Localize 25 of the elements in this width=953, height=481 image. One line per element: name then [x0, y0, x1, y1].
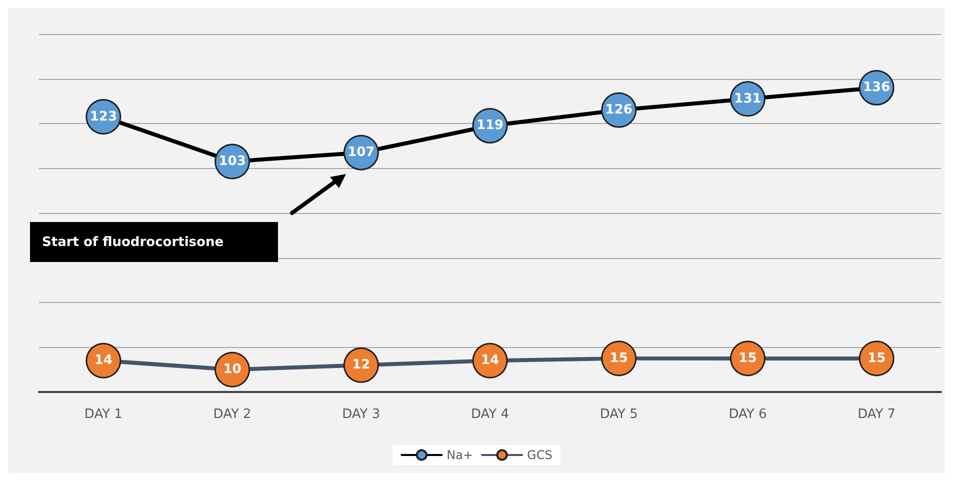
data-label: 131	[734, 91, 762, 106]
x-tick-label: DAY 1	[84, 407, 122, 422]
note-box: Start of fluodrocortisone	[30, 222, 278, 262]
data-label: 136	[863, 80, 890, 96]
data-label: 14	[480, 353, 500, 368]
x-tick-label: DAY 7	[858, 407, 896, 422]
data-label: 15	[610, 350, 628, 366]
data-label: 14	[94, 353, 112, 368]
x-tick-label: DAY 4	[470, 407, 510, 422]
legend-label: Na+	[446, 448, 474, 462]
data-label: 119	[476, 118, 504, 134]
legend-label: GCS	[527, 448, 552, 462]
data-label: 126	[605, 102, 632, 118]
x-tick-label: DAY 6	[728, 407, 767, 422]
annotation: Start of fluodrocortisone	[42, 234, 224, 250]
x-tick-label: DAY 5	[600, 407, 638, 422]
data-label: 10	[223, 362, 242, 378]
data-label: 103	[218, 154, 246, 170]
data-label: 15	[738, 350, 757, 366]
data-label: 12	[352, 358, 370, 373]
data-label: 107	[348, 145, 375, 160]
data-label: 123	[90, 109, 117, 124]
x-tick-label: DAY 3	[342, 407, 380, 422]
x-tick-label: DAY 2	[213, 407, 252, 422]
data-label: 15	[868, 350, 886, 366]
